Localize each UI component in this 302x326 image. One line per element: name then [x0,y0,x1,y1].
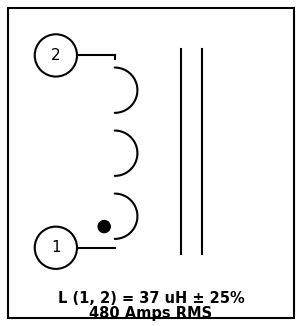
Text: 1: 1 [51,240,61,255]
Text: 2: 2 [51,48,61,63]
Text: L (1, 2) = 37 uH ± 25%: L (1, 2) = 37 uH ± 25% [58,291,244,306]
Circle shape [98,220,110,233]
Text: 480 Amps RMS: 480 Amps RMS [89,306,213,321]
